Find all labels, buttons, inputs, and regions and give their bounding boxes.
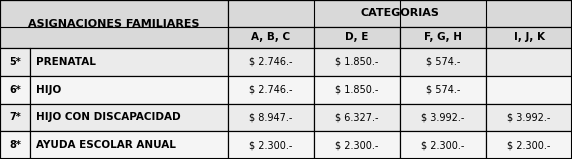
Text: $ 2.746.-: $ 2.746.- [249, 85, 293, 95]
Bar [400, 104, 486, 131]
Bar [486, 76, 572, 104]
Text: 7*: 7* [9, 112, 21, 122]
Bar [228, 27, 314, 48]
Bar [228, 131, 314, 159]
Text: $ 8.947.-: $ 8.947.- [249, 112, 293, 122]
Bar [314, 27, 400, 48]
Bar [30, 48, 228, 76]
Text: 6*: 6* [9, 85, 21, 95]
Bar [30, 131, 228, 159]
Bar [486, 131, 572, 159]
Bar [228, 76, 314, 104]
Text: $ 6.327.-: $ 6.327.- [335, 112, 379, 122]
Text: $ 574.-: $ 574.- [426, 85, 460, 95]
Text: $ 2.746.-: $ 2.746.- [249, 57, 293, 67]
Bar [314, 76, 400, 104]
Bar [228, 48, 314, 76]
Bar [0, 104, 30, 131]
Bar [400, 27, 486, 48]
Text: HIJO: HIJO [36, 85, 61, 95]
Text: ASIGNACIONES FAMILIARES: ASIGNACIONES FAMILIARES [28, 19, 200, 29]
Text: $ 2.300.-: $ 2.300.- [507, 140, 551, 150]
Bar [228, 104, 314, 131]
Bar [486, 104, 572, 131]
Text: $ 2.300.-: $ 2.300.- [422, 140, 464, 150]
Bar [314, 131, 400, 159]
Text: $ 3.992.-: $ 3.992.- [422, 112, 464, 122]
Text: $ 2.300.-: $ 2.300.- [249, 140, 293, 150]
Bar [0, 76, 30, 104]
Text: AYUDA ESCOLAR ANUAL: AYUDA ESCOLAR ANUAL [36, 140, 176, 150]
Bar [314, 104, 400, 131]
Text: I, J, K: I, J, K [514, 32, 545, 42]
Bar [486, 27, 572, 48]
Text: 5*: 5* [9, 57, 21, 67]
Bar [486, 48, 572, 76]
Bar [0, 0, 228, 48]
Bar [400, 48, 486, 76]
Text: HIJO CON DISCAPACIDAD: HIJO CON DISCAPACIDAD [36, 112, 181, 122]
Bar [400, 76, 486, 104]
Text: F, G, H: F, G, H [424, 32, 462, 42]
Text: A, B, C: A, B, C [252, 32, 291, 42]
Bar [30, 76, 228, 104]
Bar [228, 0, 572, 27]
Text: $ 1.850.-: $ 1.850.- [335, 85, 379, 95]
Bar [0, 48, 30, 76]
Text: CATEGORIAS: CATEGORIAS [360, 8, 439, 18]
Text: 8*: 8* [9, 140, 21, 150]
Text: $ 574.-: $ 574.- [426, 57, 460, 67]
Text: PRENATAL: PRENATAL [36, 57, 96, 67]
Bar [0, 131, 30, 159]
Bar [400, 131, 486, 159]
Text: $ 1.850.-: $ 1.850.- [335, 57, 379, 67]
Text: $ 3.992.-: $ 3.992.- [507, 112, 551, 122]
Bar [30, 104, 228, 131]
Text: D, E: D, E [345, 32, 369, 42]
Text: $ 2.300.-: $ 2.300.- [335, 140, 379, 150]
Bar [314, 48, 400, 76]
